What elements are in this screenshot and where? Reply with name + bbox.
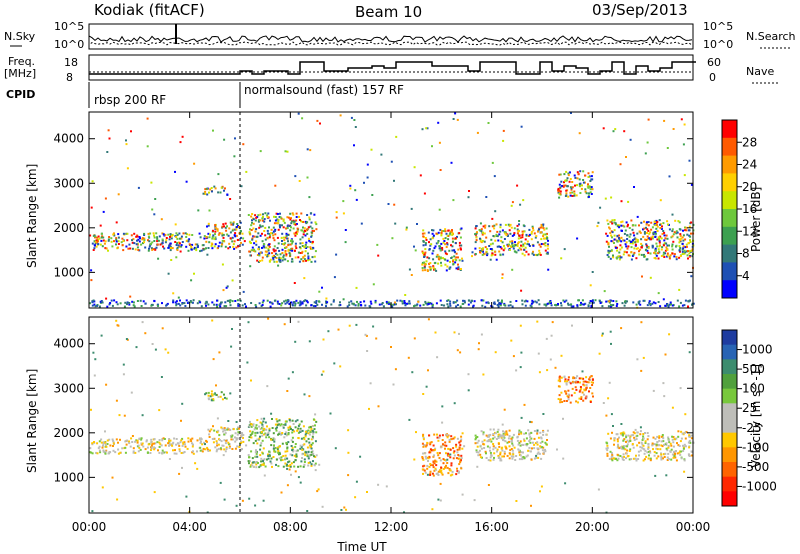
colorbar-swatch [722,476,737,492]
nsky-trace [88,24,693,46]
colorbar-tick-label: -100 [742,440,769,454]
colorbar-swatch [722,155,737,174]
colorbar-tick-label: -500 [742,460,769,474]
colorbar-swatch [722,280,737,299]
freq-tick-bottom: 8 [66,71,73,84]
velocity-panel: 4000 3000 2000 1000 00:00 04:00 08:00 12:00 16:… [25,316,711,554]
freq-tick-top: 18 [64,56,78,69]
colorbar-swatch [722,447,737,463]
nave-label: Nave [746,65,774,78]
y-tick-label: 4000 [53,337,84,351]
colorbar-swatch [722,262,737,281]
colorbar-tick-label: 1000 [742,343,773,357]
x-tick-label: 08:00 [273,520,308,534]
nsearch-tick-top: 10^5 [703,20,733,33]
freq-unit: [MHz] [4,67,36,80]
colorbar-swatch [722,226,737,246]
colorbar-swatch [722,432,737,448]
x-tick-label: 00:00 [676,520,711,534]
power-panel: 4000 3000 2000 1000 Slant Range [km] [25,111,695,309]
station-title: Kodiak (fitACF) [94,1,205,19]
power-x-ticks [88,112,694,308]
colorbar-tick-label: 28 [742,135,757,149]
y-tick-label: 2000 [53,221,84,235]
colorbar-tick-label: 12 [742,224,757,238]
nave-tick-bottom: 0 [709,71,716,84]
nsky-panel-frame [88,23,694,50]
velocity-colorbar: 1000 500 100 25 -25 -100 -500 -1000 [721,329,777,507]
x-tick-label: 04:00 [172,520,207,534]
colorbar-swatch [722,120,737,139]
cpid-segment-1: rbsp 200 RF [94,93,166,107]
nsky-tick-bottom: 10^0 [54,38,84,51]
cpid-segment-2: normalsound (fast) 157 RF [244,83,404,97]
colorbar-swatch [722,173,737,192]
nave-tick-top: 60 [707,56,721,69]
colorbar-swatch [722,374,737,390]
freq-trace [89,61,696,75]
nsearch-tick-bottom: 10^0 [703,38,733,51]
velocity-x-ticks: 00:00 04:00 08:00 12:00 16:00 20:00 00:00 [72,317,711,534]
power-echoes [89,112,695,309]
colorbar-tick-label: 16 [742,202,757,216]
colorbar-swatch [722,491,737,507]
time-axis-label: Time UT [336,540,387,554]
y-tick-label: 1000 [53,470,84,484]
colorbar-tick-label: 20 [742,180,757,194]
colorbar-swatch [722,359,737,375]
power-y-axis-label: Slant Range [km] [25,164,39,268]
colorbar-tick-label: -25 [742,421,762,435]
freq-label: Freq. [8,55,35,68]
beam-title: Beam 10 [355,3,422,21]
power-colorbar-label: Power [dB] [749,187,763,252]
velocity-colorbar-label: Velocity [m s^-1] [749,364,763,468]
freq-panel-frame [88,54,694,81]
x-tick-label: 12:00 [374,520,409,534]
colorbar-tick-label: 500 [742,362,765,376]
velocity-y-ticks: 4000 3000 2000 1000 [53,337,693,484]
colorbar-tick-label: 100 [742,382,765,396]
colorbar-tick-label: 4 [742,269,750,283]
colorbar-swatch [722,244,737,263]
y-tick-label: 2000 [53,426,84,440]
nsky-label: N.Sky [4,30,36,43]
colorbar-swatch [722,388,737,404]
date-title: 03/Sep/2013 [592,1,688,19]
y-tick-label: 3000 [53,176,84,190]
nsearch-label: N.Search [746,30,796,43]
power-y-ticks: 4000 3000 2000 1000 [53,132,693,279]
x-tick-label: 20:00 [575,520,610,534]
colorbar-tick-label: -1000 [742,479,777,493]
colorbar-tick-label: 24 [742,158,757,172]
velocity-echoes [89,317,695,514]
colorbar-swatch [722,137,737,157]
colorbar-swatch [722,191,737,210]
colorbar-swatch [722,462,737,478]
nsky-tick-top: 10^5 [54,20,84,33]
y-tick-label: 3000 [53,381,84,395]
power-colorbar: 28 24 20 16 12 8 4 [721,119,757,299]
colorbar-swatch [722,330,737,346]
velocity-y-axis-label: Slant Range [km] [25,369,39,473]
cpid-label: CPID [6,88,35,101]
x-tick-label: 00:00 [72,520,107,534]
colorbar-swatch [722,418,737,434]
colorbar-tick-label: 8 [742,247,750,261]
x-tick-label: 16:00 [474,520,509,534]
y-tick-label: 4000 [53,132,84,146]
colorbar-swatch [722,403,737,419]
colorbar-tick-label: 25 [742,401,757,415]
colorbar-swatch [722,344,737,360]
colorbar-swatch [722,209,737,228]
y-tick-label: 1000 [53,265,84,279]
